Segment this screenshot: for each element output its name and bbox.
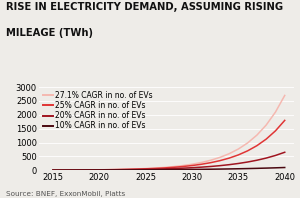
Text: Source: BNEF, ExxonMobil, Platts: Source: BNEF, ExxonMobil, Platts (6, 191, 125, 197)
Text: MILEAGE (TWh): MILEAGE (TWh) (6, 28, 93, 38)
Legend: 27.1% CAGR in no. of EVs, 25% CAGR in no. of EVs, 20% CAGR in no. of EVs, 10% CA: 27.1% CAGR in no. of EVs, 25% CAGR in no… (43, 91, 153, 130)
Text: RISE IN ELECTRICITY DEMAND, ASSUMING RISING: RISE IN ELECTRICITY DEMAND, ASSUMING RIS… (6, 2, 283, 12)
